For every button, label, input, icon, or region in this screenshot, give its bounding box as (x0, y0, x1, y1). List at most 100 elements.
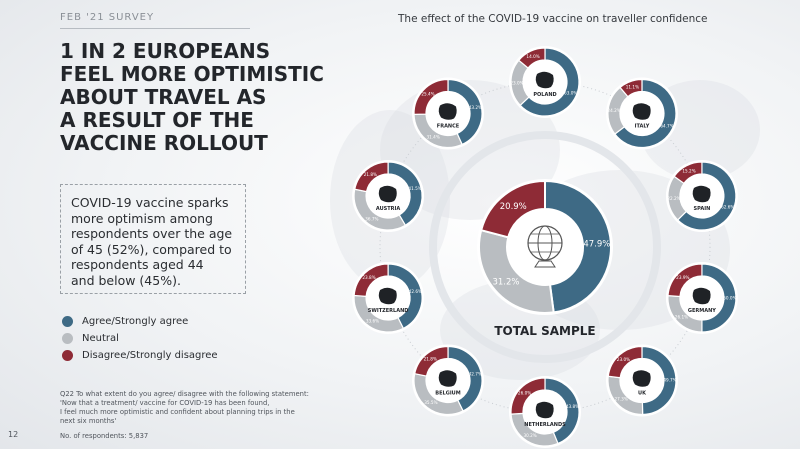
data-label-neutral-italy: 24.2% (608, 108, 621, 113)
survey-divider (60, 28, 250, 29)
slice-disagree-uk (607, 345, 643, 379)
slice-disagree-netherlands (510, 377, 546, 415)
data-label-neutral-netherlands: 30.2% (523, 433, 536, 438)
donut-austria: 41.5% 36.7% 21.8% AUSTRIA (352, 160, 425, 233)
data-label-neutral-switzerland: 33.6% (366, 319, 379, 324)
data-label-agree-uk: 49.7% (663, 378, 676, 383)
donut-belgium: 42.7% 35.5% 21.8% BELGIUM (412, 344, 485, 417)
slice-disagree-spain (673, 161, 703, 185)
belgium-map-icon (438, 370, 457, 387)
data-label-neutral-uk: 27.3% (615, 397, 628, 402)
country-label-germany: GERMANY (688, 308, 716, 314)
data-label-disagree-spain: 15.2% (682, 169, 695, 174)
slice-disagree-poland (517, 47, 546, 69)
legend-label-neutral: Neutral (82, 333, 119, 344)
data-label-neutral-germany: 26.1% (675, 315, 688, 320)
data-label-agree-switzerland: 42.6% (409, 289, 422, 294)
country-label-spain: SPAIN (694, 206, 711, 212)
data-label-disagree-belgium: 21.8% (424, 356, 437, 361)
data-label-disagree-total-sample: 20.9% (500, 202, 527, 212)
data-label-agree-spain: 62.6% (721, 204, 734, 209)
donut-italy: 64.7% 24.2% 11.1% ITALY (605, 77, 678, 150)
data-label-agree-poland: 63.0% (564, 91, 577, 96)
slice-agree-italy (614, 78, 677, 149)
legend-label-agree: Agree/Strongly agree (82, 316, 189, 327)
netherlands-map-icon (535, 401, 554, 419)
country-label-italy: ITALY (635, 124, 650, 130)
switzerland-map-icon (378, 287, 397, 305)
country-label-switzerland: SWITZERLAND (368, 308, 409, 314)
slice-neutral-total-sample (478, 228, 555, 314)
survey-question: Q22 To what extent do you agree/ disagre… (60, 390, 309, 425)
donut-germany: 50.0% 26.1% 23.9% GERMANY (665, 261, 738, 334)
country-label-austria: AUSTRIA (376, 206, 400, 212)
slice-agree-total-sample (544, 179, 612, 314)
data-label-agree-germany: 50.0% (723, 295, 736, 300)
data-label-neutral-total-sample: 31.2% (492, 277, 519, 287)
donut-switzerland: 42.6% 33.6% 23.8% SWITZERLAND (352, 261, 425, 334)
data-label-neutral-france: 31.4% (427, 135, 440, 140)
germany-map-icon (692, 287, 711, 305)
respondent-count: No. of respondents: 5,837 (60, 432, 149, 440)
spain-map-icon (692, 185, 711, 203)
data-label-neutral-poland: 23.0% (510, 80, 523, 85)
donut-uk: 49.7% 27.3% 23.0% UK (605, 344, 678, 417)
data-label-disagree-france: 25.4% (421, 91, 434, 96)
slice-disagree-total-sample (479, 179, 546, 239)
data-label-disagree-italy: 11.1% (626, 85, 639, 90)
headline: 1 IN 2 EUROPEANS FEEL MORE OPTIMISTIC AB… (60, 39, 324, 155)
legend-item-agree: Agree/Strongly agree (62, 313, 218, 330)
data-label-agree-total-sample: 47.9% (583, 240, 610, 250)
country-label-netherlands: NETHERLANDS (524, 422, 566, 428)
donut-spain: 62.6% 22.2% 15.2% SPAIN (665, 160, 738, 233)
data-label-neutral-austria: 36.7% (365, 216, 378, 221)
france-map-icon (438, 103, 457, 120)
data-label-disagree-netherlands: 26.0% (518, 390, 531, 395)
data-label-agree-france: 43.2% (469, 105, 482, 110)
legend-swatch-disagree (62, 350, 73, 361)
donut-netherlands: 43.8% 30.2% 26.0% NETHERLANDS (509, 376, 581, 448)
country-label-poland: POLAND (533, 92, 556, 98)
donut-total-sample: 47.9% 31.2% 20.9% TOTAL SAMPLE (477, 179, 613, 338)
data-label-disagree-switzerland: 23.8% (362, 275, 375, 280)
legend: Agree/Strongly agree Neutral Disagree/St… (62, 313, 218, 364)
legend-item-neutral: Neutral (62, 330, 218, 347)
uk-map-icon (632, 370, 651, 387)
donut-hole (508, 210, 582, 284)
chart-title: The effect of the COVID-19 vaccine on tr… (398, 13, 708, 25)
legend-swatch-neutral (62, 333, 73, 344)
legend-item-disagree: Disagree/Strongly disagree (62, 347, 218, 364)
slice-disagree-italy (619, 78, 643, 98)
orbit-ring (379, 81, 711, 413)
data-label-agree-belgium: 42.7% (469, 372, 482, 377)
data-label-disagree-uk: 23.0% (617, 357, 630, 362)
data-label-neutral-belgium: 35.5% (424, 400, 437, 405)
data-label-agree-italy: 64.7% (660, 123, 673, 128)
slice-agree-spain (676, 161, 737, 231)
total-sample-label: TOTAL SAMPLE (494, 324, 595, 338)
italy-map-icon (632, 103, 651, 120)
legend-label-disagree: Disagree/Strongly disagree (82, 350, 218, 361)
slice-disagree-germany (667, 263, 703, 298)
callout-box: COVID-19 vaccine sparks more optimism am… (60, 184, 246, 294)
slice-disagree-france (413, 78, 449, 115)
austria-map-icon (378, 185, 397, 203)
country-label-france: FRANCE (437, 124, 460, 130)
slice-disagree-switzerland (353, 263, 389, 297)
data-label-disagree-germany: 23.9% (676, 275, 689, 280)
slice-disagree-austria (354, 161, 389, 193)
slice-disagree-belgium (413, 345, 449, 377)
data-label-agree-austria: 41.5% (408, 186, 421, 191)
survey-tag: FEB '21 SURVEY (60, 12, 155, 23)
slice-agree-poland (519, 47, 580, 117)
country-label-belgium: BELGIUM (435, 390, 460, 396)
donut-poland: 63.0% 23.0% 14.0% POLAND (509, 46, 581, 118)
center-ring (429, 131, 661, 363)
page-number: 12 (8, 430, 19, 439)
data-label-disagree-austria: 21.8% (364, 172, 377, 177)
poland-map-icon (535, 71, 554, 89)
data-label-disagree-poland: 14.0% (526, 54, 539, 59)
legend-swatch-agree (62, 316, 73, 327)
donut-france: 43.2% 31.4% 25.4% FRANCE (412, 77, 485, 150)
